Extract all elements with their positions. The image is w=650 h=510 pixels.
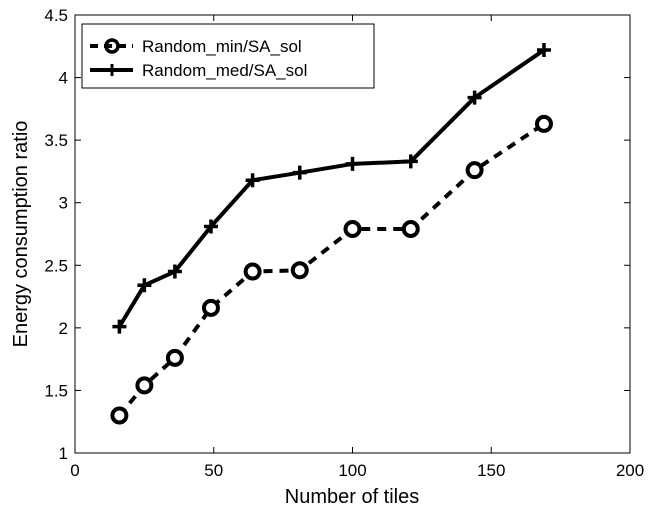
y-tick-label-2: 2 bbox=[59, 319, 68, 338]
legend-marker-min bbox=[104, 38, 120, 54]
x-tick-label-3: 150 bbox=[477, 461, 505, 480]
data-point-1-4 bbox=[245, 173, 260, 188]
y-tick-label-0: 1 bbox=[59, 444, 68, 463]
x-tick-label-0: 0 bbox=[70, 461, 79, 480]
data-point-0-4 bbox=[243, 262, 262, 281]
series-0 bbox=[110, 114, 553, 425]
x-tick-label-1: 50 bbox=[204, 461, 223, 480]
y-tick-label-4: 3 bbox=[59, 194, 68, 213]
data-point-1-2 bbox=[167, 264, 182, 279]
y-axis-label: Energy consumption ratio bbox=[10, 121, 32, 348]
data-point-0-1 bbox=[135, 376, 154, 395]
data-point-0-9 bbox=[534, 114, 553, 133]
data-point-1-0 bbox=[112, 319, 127, 334]
ticks-layer: 0 50 100 150 200 1 1.5 2 2.5 3 3.5 4 4.5 bbox=[44, 6, 644, 480]
legend-label-med: Random_med/SA_sol bbox=[142, 61, 307, 80]
data-point-1-8 bbox=[467, 90, 482, 105]
data-point-0-6 bbox=[343, 219, 362, 238]
series-line-1 bbox=[117, 48, 546, 328]
data-point-1-7 bbox=[403, 154, 418, 169]
data-point-0-7 bbox=[401, 219, 420, 238]
y-tick-label-1: 1.5 bbox=[44, 381, 68, 400]
y-tick-label-6: 4 bbox=[59, 69, 68, 88]
series-1 bbox=[112, 43, 551, 334]
y-tick-label-5: 3.5 bbox=[44, 131, 68, 150]
data-point-1-1 bbox=[137, 278, 152, 293]
data-point-1-3 bbox=[203, 219, 218, 234]
data-point-0-2 bbox=[165, 348, 184, 367]
data-point-0-0 bbox=[110, 406, 129, 425]
legend: Random_min/SA_sol Random_med/SA_sol bbox=[81, 23, 375, 89]
legend-label-min: Random_min/SA_sol bbox=[142, 37, 302, 56]
series-layer bbox=[110, 43, 553, 425]
legend-box bbox=[81, 23, 375, 89]
data-point-1-6 bbox=[345, 156, 360, 171]
x-tick-label-4: 200 bbox=[616, 461, 644, 480]
y-tick-label-3: 2.5 bbox=[44, 256, 68, 275]
legend-marker-med bbox=[106, 64, 118, 76]
data-point-0-5 bbox=[290, 261, 309, 280]
data-point-0-8 bbox=[465, 161, 484, 180]
x-tick-label-2: 100 bbox=[338, 461, 366, 480]
data-point-1-5 bbox=[292, 165, 307, 180]
data-point-0-3 bbox=[201, 298, 220, 317]
y-tick-label-7: 4.5 bbox=[44, 6, 68, 25]
x-axis-label: Number of tiles bbox=[285, 486, 420, 508]
data-point-1-9 bbox=[536, 43, 551, 58]
